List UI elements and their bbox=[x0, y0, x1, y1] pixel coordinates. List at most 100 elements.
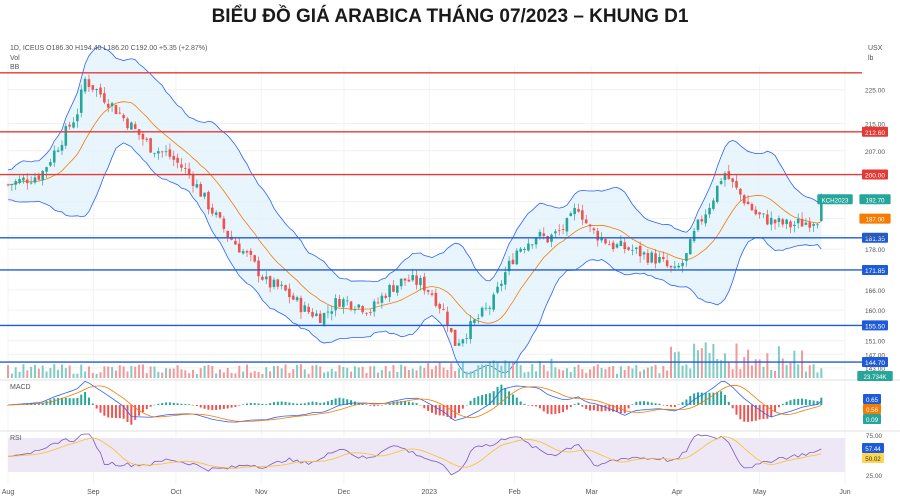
macd-histogram-bar bbox=[677, 404, 680, 405]
candle bbox=[369, 312, 372, 313]
candle bbox=[187, 168, 191, 174]
macd-histogram-bar bbox=[288, 402, 291, 405]
rsi-tag-label: 57.44 bbox=[865, 446, 881, 453]
macd-histogram-bar bbox=[577, 402, 580, 405]
candle bbox=[52, 150, 56, 163]
macd-histogram-bar bbox=[731, 405, 734, 409]
candle bbox=[623, 242, 627, 250]
candle bbox=[546, 236, 549, 243]
macd-histogram-bar bbox=[762, 405, 765, 419]
macd-histogram-bar bbox=[538, 405, 541, 409]
macd-histogram-bar bbox=[211, 405, 214, 411]
candle bbox=[430, 293, 434, 295]
candle bbox=[685, 253, 688, 262]
candle bbox=[438, 304, 442, 309]
volume-bar bbox=[546, 371, 549, 378]
macd-line bbox=[7, 380, 822, 423]
volume-bar bbox=[122, 366, 125, 378]
candle bbox=[503, 272, 507, 285]
macd-histogram-bar bbox=[319, 402, 322, 405]
rsi-tick: 75.00 bbox=[866, 433, 883, 440]
volume-bar bbox=[750, 365, 753, 378]
candle bbox=[199, 184, 203, 197]
candle bbox=[453, 329, 457, 346]
volume-bar bbox=[323, 372, 326, 378]
candle bbox=[604, 238, 607, 244]
volume-bar bbox=[326, 371, 329, 378]
time-tick: 2023 bbox=[421, 489, 437, 496]
price-chart[interactable]: 212.60 200.00 181.35 171.85 155.50 144.70 0.6… bbox=[0, 36, 900, 500]
macd-histogram-bar bbox=[747, 405, 750, 422]
volume-bar bbox=[307, 373, 310, 378]
level-tag bbox=[862, 264, 888, 275]
volume-bar bbox=[188, 373, 191, 378]
macd-histogram-bar bbox=[57, 397, 60, 405]
candle bbox=[153, 153, 156, 154]
volume-bar bbox=[619, 366, 622, 378]
price-tag-label: 23.734K bbox=[863, 374, 887, 381]
macd-histogram-bar bbox=[265, 404, 268, 405]
macd-histogram-bar bbox=[415, 403, 418, 405]
volume-bar bbox=[801, 350, 804, 378]
volume-bar bbox=[272, 365, 275, 378]
volume-bar bbox=[689, 368, 692, 378]
volume-bar bbox=[681, 365, 684, 378]
candle bbox=[600, 237, 603, 241]
candle bbox=[126, 118, 129, 129]
macd-histogram-bar bbox=[616, 405, 619, 413]
volume-bar bbox=[693, 343, 696, 378]
macd-histogram-bar bbox=[292, 403, 295, 405]
candle bbox=[245, 251, 249, 253]
candle bbox=[569, 213, 573, 217]
candle bbox=[542, 233, 546, 236]
unit-label: lb bbox=[868, 55, 874, 62]
volume-bar bbox=[592, 366, 595, 378]
volume-bar bbox=[808, 365, 811, 378]
volume-bar bbox=[465, 371, 468, 378]
volume-bar bbox=[754, 359, 757, 378]
candle bbox=[581, 210, 584, 220]
candle bbox=[160, 151, 164, 153]
volume-bar bbox=[292, 369, 295, 378]
volume-bar bbox=[484, 364, 487, 378]
candle bbox=[130, 122, 133, 130]
macd-histogram-bar bbox=[723, 394, 726, 405]
candle bbox=[484, 307, 488, 309]
candle bbox=[500, 283, 503, 286]
macd-histogram-bar bbox=[604, 405, 607, 411]
volume-bar bbox=[747, 349, 750, 378]
macd-histogram-bar bbox=[188, 404, 191, 405]
price-tick: 178.00 bbox=[865, 247, 885, 254]
time-tick: May bbox=[753, 489, 767, 496]
candle bbox=[688, 239, 692, 255]
volume-bar bbox=[18, 371, 21, 378]
volume-bar bbox=[84, 371, 87, 378]
candle bbox=[804, 222, 808, 225]
macd-histogram-bar bbox=[411, 402, 414, 405]
macd-histogram-bar bbox=[303, 403, 306, 405]
volume-bar bbox=[357, 367, 360, 378]
candle bbox=[789, 221, 792, 228]
macd-histogram-bar bbox=[646, 401, 649, 405]
candle bbox=[103, 93, 106, 103]
volume-bar bbox=[153, 366, 156, 378]
horizontal-levels[interactable]: 212.60 200.00 181.35 171.85 155.50 144.70 bbox=[0, 72, 888, 368]
price-tag bbox=[859, 213, 891, 224]
macd-histogram-bar bbox=[373, 405, 376, 407]
volume-bar bbox=[49, 368, 52, 378]
volume-bar bbox=[149, 366, 152, 378]
volume-bar bbox=[639, 371, 642, 378]
candle bbox=[180, 164, 183, 168]
volume-bar bbox=[666, 370, 669, 378]
volume-bar bbox=[265, 367, 268, 378]
volume-bar bbox=[134, 366, 137, 378]
volume-bar bbox=[554, 367, 557, 378]
volume-bar bbox=[423, 367, 426, 378]
candle bbox=[33, 177, 37, 183]
macd-histogram-bar bbox=[315, 402, 318, 405]
candle bbox=[157, 151, 160, 154]
candle bbox=[473, 319, 476, 324]
candle bbox=[446, 311, 449, 326]
volume-bar bbox=[161, 372, 164, 378]
volume-bar bbox=[427, 363, 430, 378]
